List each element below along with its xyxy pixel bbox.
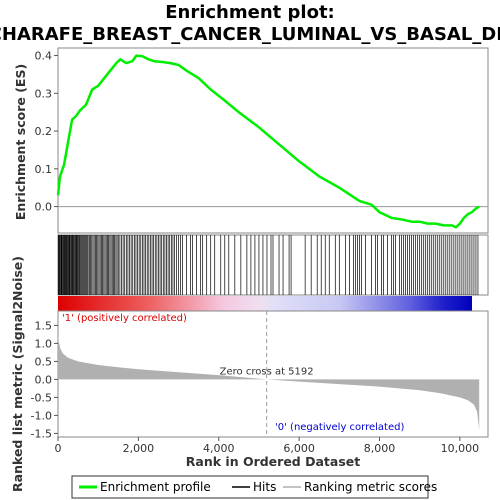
es-y-label: Enrichment score (ES) xyxy=(13,64,28,220)
legend-label-metric: Ranking metric scores xyxy=(304,480,437,494)
legend: Enrichment profile Hits Ranking metric s… xyxy=(71,475,437,499)
chart-title-line1: Enrichment plot: xyxy=(165,2,335,23)
metric-y-axis: -1.5 -1.0 -0.5 0.0 0.5 1.0 1.5 xyxy=(31,319,58,440)
metric-y-tick-label: 1.5 xyxy=(35,319,53,332)
metric-y-tick-label: 0.0 xyxy=(35,373,53,386)
metric-y-tick-label: -1.0 xyxy=(31,409,52,422)
metric-y-tick-label: 0.5 xyxy=(35,355,53,368)
es-y-tick-label: 0.3 xyxy=(35,87,53,100)
es-panel: 0.0 0.1 0.2 0.3 0.4 Enrichment score (ES) xyxy=(13,47,489,234)
es-y-tick-label: 0.4 xyxy=(35,50,53,63)
chart-title-line2: CHARAFE_BREAST_CANCER_LUMINAL_VS_BASAL_D… xyxy=(0,24,500,45)
x-tick-label: 10,000 xyxy=(441,442,480,455)
es-y-axis: 0.0 0.1 0.2 0.3 0.4 xyxy=(35,50,58,214)
ranking-heat-bar xyxy=(58,296,472,311)
metric-y-label: Ranked list metric (Signal2Noise) xyxy=(10,256,25,492)
x-tick-label: 2,000 xyxy=(123,442,155,455)
es-y-tick-label: 0.2 xyxy=(35,125,53,138)
metric-y-tick-label: -1.5 xyxy=(31,427,52,440)
zero-cross-label: Zero cross at 5192 xyxy=(220,366,314,377)
x-tick-label: 6,000 xyxy=(283,442,315,455)
es-y-tick-label: 0.1 xyxy=(35,163,53,176)
metric-y-tick-label: -0.5 xyxy=(31,391,52,404)
negative-correlation-label: '0' (negatively correlated) xyxy=(275,422,404,433)
x-tick-label: 8,000 xyxy=(364,442,396,455)
x-tick-label: 0 xyxy=(55,442,62,455)
es-y-tick-label: 0.0 xyxy=(35,201,53,214)
legend-label-enrichment: Enrichment profile xyxy=(100,480,211,494)
hit-lines xyxy=(58,235,479,295)
es-curve xyxy=(56,54,480,229)
x-axis: 0 2,000 4,000 6,000 8,000 10,000 xyxy=(55,437,480,455)
legend-label-hits: Hits xyxy=(253,480,276,494)
positive-correlation-label: '1' (positively correlated) xyxy=(62,313,187,324)
x-axis-label: Rank in Ordered Dataset xyxy=(186,454,360,469)
hits-panel xyxy=(57,234,489,296)
x-tick-label: 4,000 xyxy=(203,442,235,455)
metric-area xyxy=(58,332,480,430)
metric-y-tick-label: 1.0 xyxy=(35,337,53,350)
metric-panel: Zero cross at 5192 '1' (positively corre… xyxy=(10,256,489,492)
